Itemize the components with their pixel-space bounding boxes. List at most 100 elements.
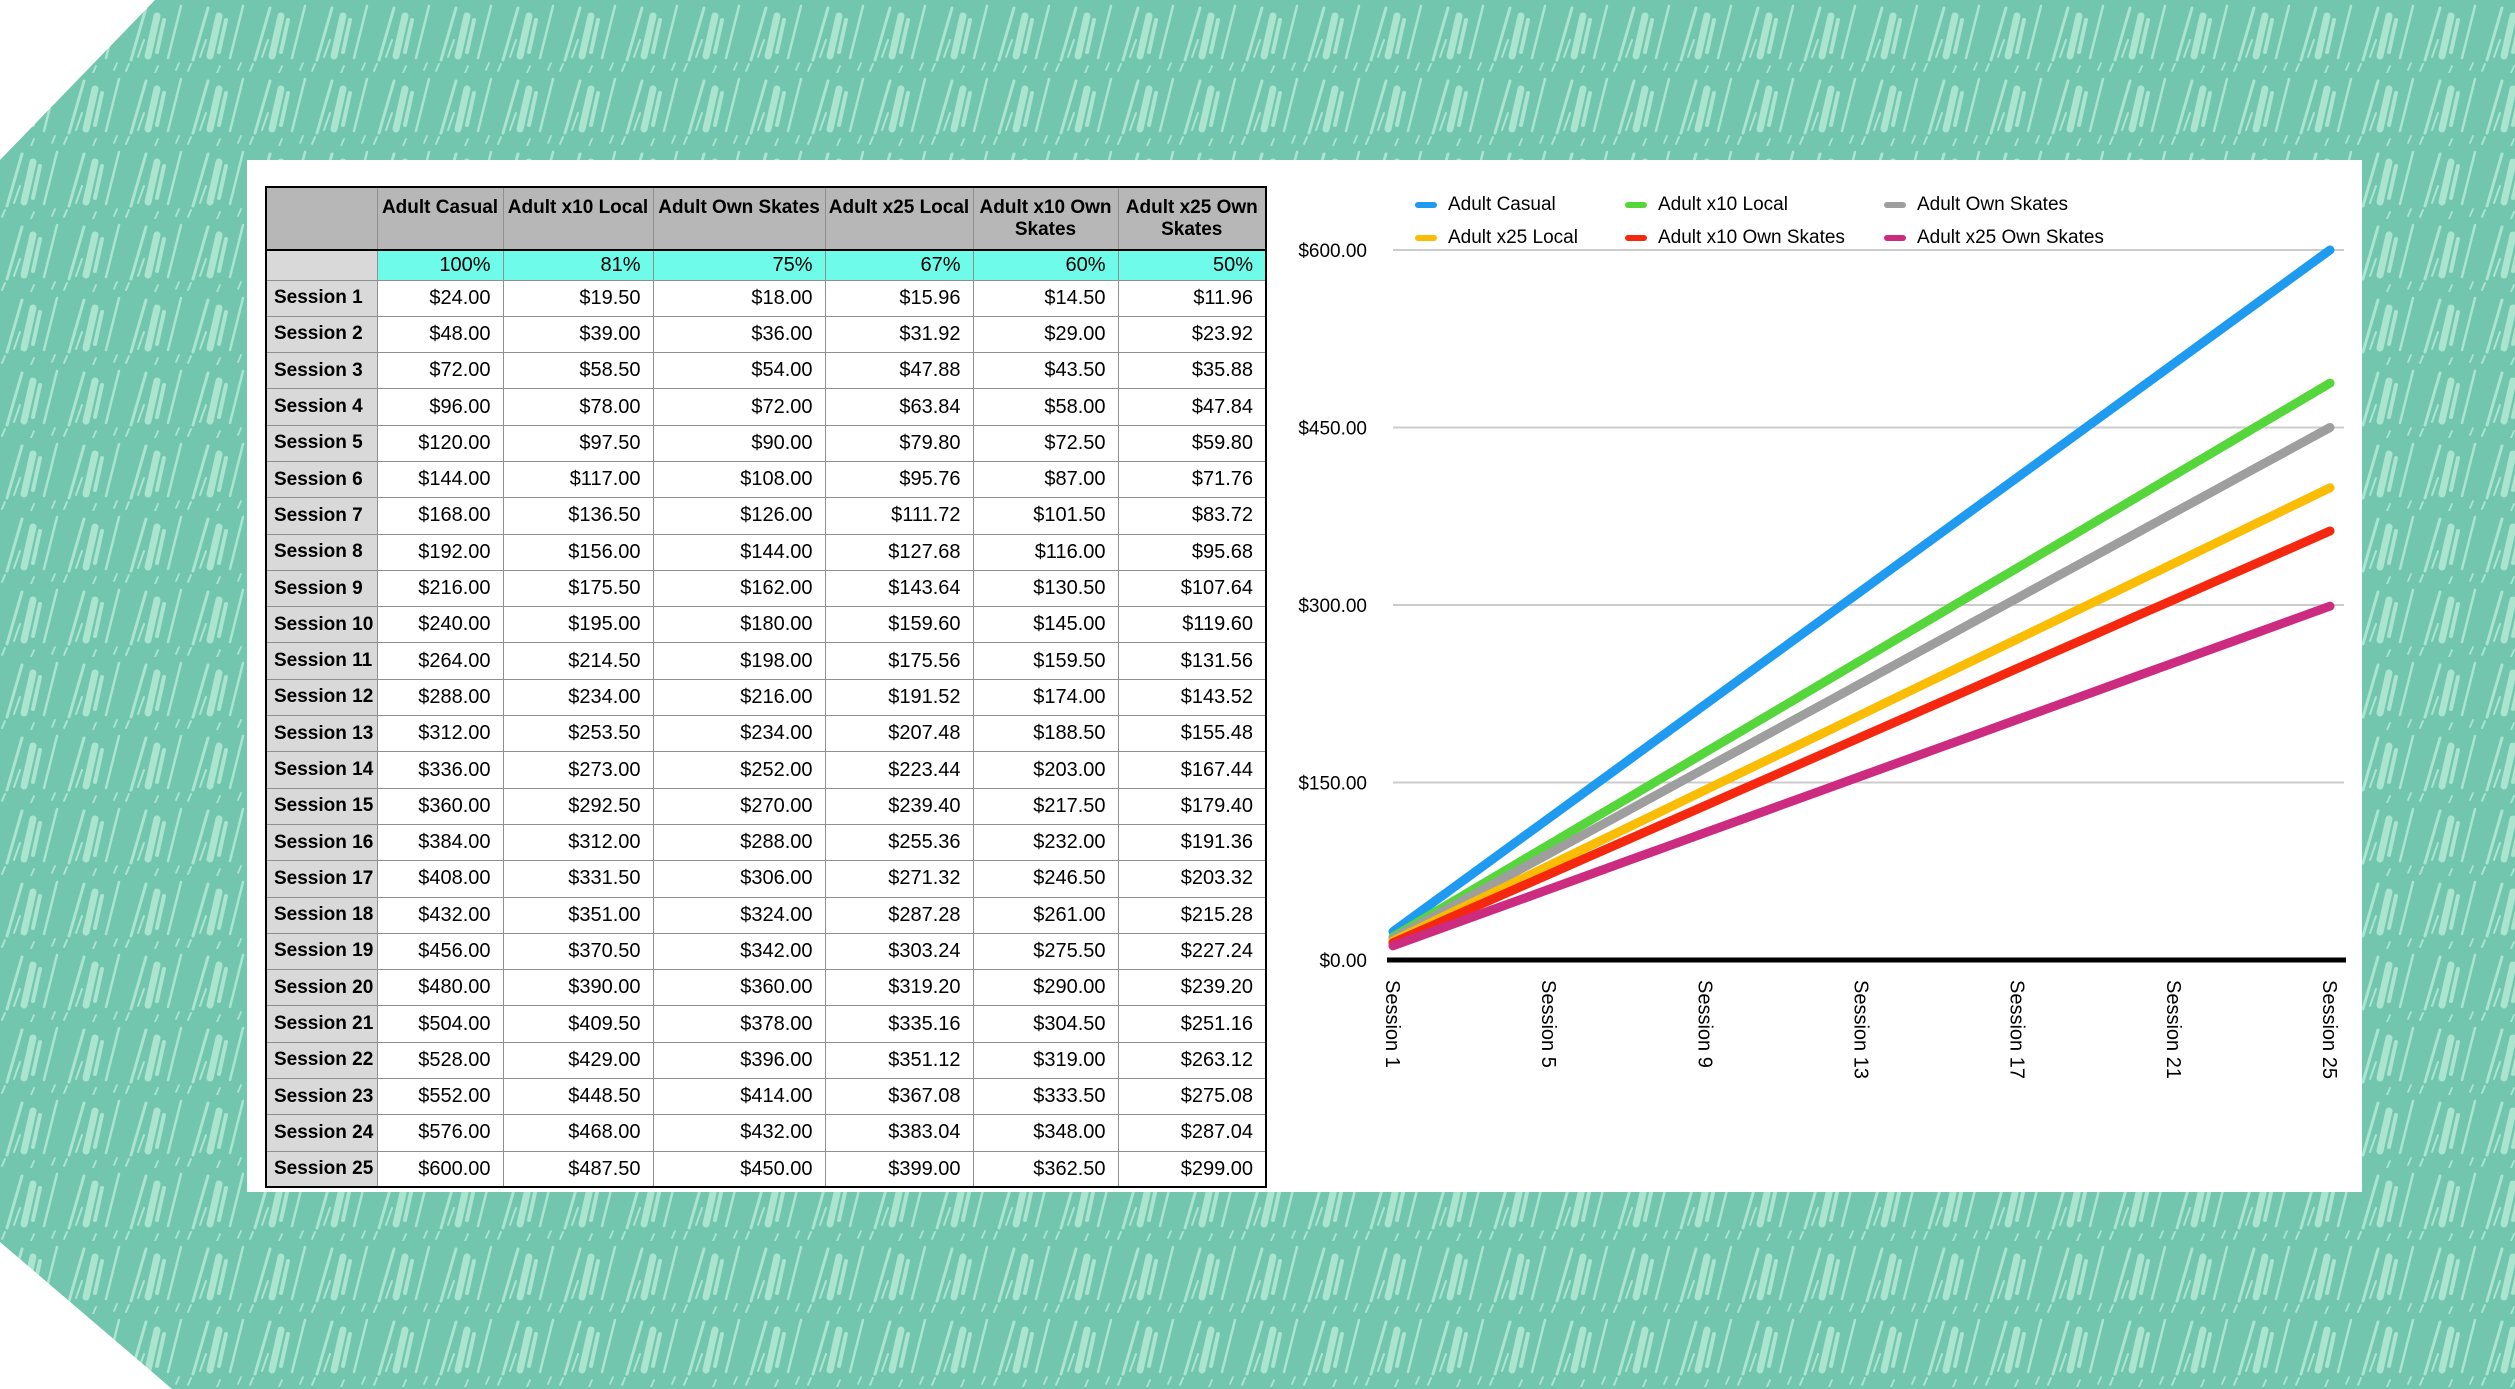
price-cell: $456.00 [376, 932, 504, 971]
series-line-adult-x10-local [1388, 378, 2335, 942]
price-cell: $348.00 [972, 1114, 1119, 1152]
price-cell: $63.84 [824, 388, 974, 426]
price-cell: $78.00 [502, 388, 654, 426]
price-cell: $552.00 [376, 1078, 504, 1116]
price-cell: $263.12 [1117, 1041, 1267, 1080]
y-axis-label: $150.00 [1298, 774, 1367, 795]
price-cell: $31.92 [824, 315, 974, 354]
price-cell: $72.00 [652, 388, 826, 426]
legend-item: Adult x10 Own Skates [1625, 227, 1884, 249]
price-cell: $271.32 [824, 860, 974, 898]
price-cell: $79.80 [824, 424, 974, 462]
price-cell: $174.00 [972, 678, 1119, 717]
price-cell: $275.50 [972, 932, 1119, 971]
session-label-cell: Session 13 [265, 715, 378, 753]
column-header: Adult x10 Own Skates [972, 186, 1119, 251]
sessions-line-chart: $0.00 $150.00 $300.00 $450.00 $600.00 Session… [1298, 241, 2346, 1079]
table-row: Session 7 $168.00 $136.50 $126.00 $111.72 $10… [265, 497, 1267, 535]
price-cell: $156.00 [502, 533, 654, 571]
price-cell: $396.00 [652, 1041, 826, 1080]
series-line-adult-casual [1388, 245, 2335, 937]
price-cell: $207.48 [824, 715, 974, 753]
price-cell: $119.60 [1117, 606, 1267, 644]
price-cell: $191.52 [824, 678, 974, 717]
price-cell: $83.72 [1117, 497, 1267, 535]
price-cell: $47.84 [1117, 388, 1267, 426]
session-label-cell: Session 7 [265, 497, 378, 535]
column-header: Adult Own Skates [652, 186, 826, 251]
price-cell: $191.36 [1117, 823, 1267, 862]
price-cell: $48.00 [376, 315, 504, 354]
price-cell: $24.00 [376, 279, 504, 317]
discount-row: 100% 81% 75% 67% 60% 50% [265, 249, 1267, 281]
y-axis-label: $600.00 [1298, 241, 1367, 262]
price-cell: $239.40 [824, 787, 974, 825]
price-cell: $351.00 [502, 896, 654, 934]
x-axis-label: Session 9 [1693, 980, 1715, 1068]
price-cell: $600.00 [376, 1150, 504, 1188]
price-cell: $179.40 [1117, 787, 1267, 825]
price-cell: $188.50 [972, 715, 1119, 753]
session-label-cell: Session 20 [265, 969, 378, 1007]
price-cell: $175.50 [502, 569, 654, 608]
y-axis-label: $300.00 [1298, 596, 1367, 617]
price-cell: $11.96 [1117, 279, 1267, 317]
price-cell: $240.00 [376, 606, 504, 644]
table-row: Session 11 $264.00 $214.50 $198.00 $175.56 $1… [265, 642, 1267, 680]
corner-cell [265, 186, 378, 251]
session-label-cell: Session 4 [265, 388, 378, 426]
series-line-adult-own-skates [1388, 423, 2335, 944]
price-cell: $312.00 [502, 823, 654, 862]
legend-swatch [1884, 201, 1906, 208]
price-cell: $275.08 [1117, 1078, 1267, 1116]
table-row: Session 15 $360.00 $292.50 $270.00 $239.40 $2… [265, 787, 1267, 825]
price-cell: $336.00 [376, 751, 504, 789]
price-cell: $117.00 [502, 460, 654, 499]
series-line-adult-x25-local [1388, 483, 2335, 946]
price-cell: $319.20 [824, 969, 974, 1007]
legend-swatch [1415, 201, 1437, 208]
price-cell: $96.00 [376, 388, 504, 426]
series-line-adult-x25-own-skates [1388, 601, 2335, 951]
legend-item: Adult x25 Local [1415, 227, 1625, 249]
session-label-cell: Session 10 [265, 606, 378, 644]
legend-swatch [1625, 234, 1647, 241]
session-label-cell: Session 19 [265, 932, 378, 971]
x-axis-label: Session 17 [2006, 980, 2028, 1079]
price-cell: $287.04 [1117, 1114, 1267, 1152]
price-cell: $333.50 [972, 1078, 1119, 1116]
column-header: Adult x10 Local [502, 186, 654, 251]
price-cell: $126.00 [652, 497, 826, 535]
legend-label: Adult x10 Own Skates [1658, 226, 1845, 248]
price-cell: $14.50 [972, 279, 1119, 317]
price-cell: $367.08 [824, 1078, 974, 1116]
legend-label: Adult Casual [1448, 193, 1556, 215]
price-cell: $504.00 [376, 1005, 504, 1043]
chart-legend: Adult Casual Adult x10 Local Adult Own Ska… [1415, 188, 2104, 254]
legend-label: Adult x25 Own Skates [1917, 226, 2104, 248]
price-cell: $448.50 [502, 1078, 654, 1116]
discount-cell: 81% [502, 249, 654, 281]
table-row: Session 16 $384.00 $312.00 $288.00 $255.36 $2… [265, 823, 1267, 862]
table-row: Session 22 $528.00 $429.00 $396.00 $351.12 $3… [265, 1041, 1267, 1080]
price-cell: $576.00 [376, 1114, 504, 1152]
session-label-cell: Session 18 [265, 896, 378, 934]
x-axis-label: Session 13 [1850, 980, 1872, 1079]
price-cell: $399.00 [824, 1150, 974, 1188]
price-cell: $331.50 [502, 860, 654, 898]
price-cell: $378.00 [652, 1005, 826, 1043]
price-cell: $58.50 [502, 352, 654, 390]
price-cell: $29.00 [972, 315, 1119, 354]
price-cell: $528.00 [376, 1041, 504, 1080]
column-header: Adult x25 Own Skates [1117, 186, 1267, 251]
discount-cell: 67% [824, 249, 974, 281]
corner-cell [265, 249, 378, 281]
discount-cell: 75% [652, 249, 826, 281]
price-cell: $90.00 [652, 424, 826, 462]
price-cell: $130.50 [972, 569, 1119, 608]
price-cell: $234.00 [502, 678, 654, 717]
price-cell: $253.50 [502, 715, 654, 753]
price-cell: $72.50 [972, 424, 1119, 462]
price-cell: $362.50 [972, 1150, 1119, 1188]
price-cell: $175.56 [824, 642, 974, 680]
